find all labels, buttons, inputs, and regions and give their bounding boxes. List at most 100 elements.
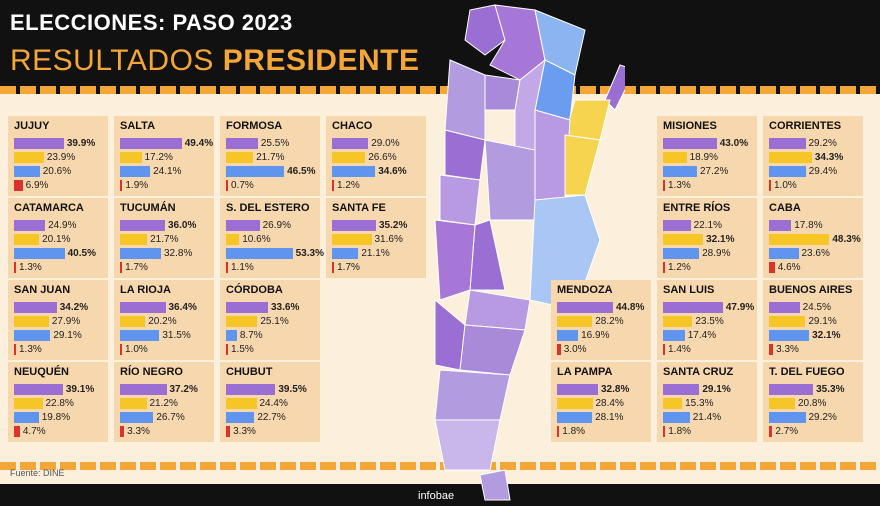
province-name: BUENOS AIRES bbox=[769, 284, 853, 296]
bottom-stripe bbox=[0, 462, 880, 470]
result-label: 32.8% bbox=[601, 384, 630, 395]
result-bar bbox=[332, 262, 335, 273]
result-bar bbox=[226, 330, 237, 341]
province-card: LA RIOJA 36.4% 20.2% 31.5% 1.0% bbox=[114, 280, 214, 360]
province-card: SALTA 49.4% 17.2% 24.1% 1.9% bbox=[114, 116, 214, 196]
result-label: 40.5% bbox=[67, 248, 96, 259]
province-card: SANTA FE 35.2% 31.6% 21.1% 1.7% bbox=[326, 198, 426, 278]
province-name: CORRIENTES bbox=[769, 120, 842, 132]
province-name: CHACO bbox=[332, 120, 373, 132]
result-label: 1.0% bbox=[125, 344, 148, 355]
result-bar bbox=[14, 234, 40, 245]
province-name: SANTA FE bbox=[332, 202, 386, 214]
argentina-map bbox=[434, 4, 625, 501]
result-bar bbox=[120, 384, 167, 395]
province-card: T. DEL FUEGO 35.3% 20.8% 29.2% 2.7% bbox=[763, 362, 863, 442]
result-label: 2.7% bbox=[775, 426, 799, 437]
province-name: JUJUY bbox=[14, 120, 50, 132]
result-bar bbox=[14, 166, 40, 177]
result-label: 1.3% bbox=[19, 262, 42, 273]
result-label: 35.2% bbox=[379, 220, 408, 231]
result-bar bbox=[769, 138, 806, 149]
result-label: 22.7% bbox=[257, 412, 286, 423]
result-bar bbox=[120, 330, 160, 341]
result-bar bbox=[14, 330, 51, 341]
result-bar bbox=[663, 180, 665, 191]
result-bar bbox=[120, 344, 122, 355]
result-label: 4.6% bbox=[777, 262, 801, 273]
result-bar bbox=[226, 412, 255, 423]
province-card: CHUBUT 39.5% 24.4% 22.7% 3.3% bbox=[220, 362, 320, 442]
result-bar bbox=[120, 398, 147, 409]
result-label: 3.3% bbox=[127, 426, 150, 437]
province-name: SAN LUIS bbox=[663, 284, 715, 296]
province-name: SANTA CRUZ bbox=[663, 366, 734, 378]
result-bar bbox=[663, 262, 665, 273]
province-name: NEUQUÉN bbox=[14, 366, 70, 378]
province-name: ENTRE RÍOS bbox=[663, 202, 731, 214]
result-bar bbox=[663, 398, 683, 409]
result-bar bbox=[769, 248, 799, 259]
result-label: 17.8% bbox=[794, 220, 823, 231]
result-bar bbox=[769, 166, 806, 177]
result-bar bbox=[557, 398, 593, 409]
province-card: CÓRDOBA 33.6% 25.1% 8.7% 1.5% bbox=[220, 280, 320, 360]
result-label: 22.8% bbox=[45, 398, 74, 409]
result-bar bbox=[14, 220, 46, 231]
map-tucuman bbox=[484, 74, 521, 111]
province-card: NEUQUÉN 39.1% 22.8% 19.8% 4.7% bbox=[8, 362, 108, 442]
result-bar bbox=[120, 412, 154, 423]
result-bar bbox=[769, 316, 806, 327]
province-card: CATAMARCA 24.9% 20.1% 40.5% 1.3% bbox=[8, 198, 108, 278]
result-bar bbox=[226, 138, 258, 149]
result-label: 29.1% bbox=[53, 330, 82, 341]
result-bar bbox=[332, 248, 359, 259]
result-bar bbox=[226, 262, 228, 273]
result-bar bbox=[120, 262, 123, 273]
brand-logo: infobae bbox=[418, 490, 455, 502]
result-bar bbox=[332, 234, 372, 245]
result-label: 36.4% bbox=[168, 302, 197, 313]
result-bar bbox=[769, 262, 775, 273]
province-card: JUJUY 39.9% 23.9% 20.6% 6.9% bbox=[8, 116, 108, 196]
map-rio-negro bbox=[459, 324, 526, 376]
result-label: 20.2% bbox=[148, 316, 177, 327]
result-label: 1.3% bbox=[668, 180, 691, 191]
result-label: 21.7% bbox=[256, 152, 285, 163]
result-bar bbox=[226, 180, 228, 191]
result-bar bbox=[663, 344, 665, 355]
result-label: 39.1% bbox=[65, 384, 95, 395]
result-bar bbox=[663, 426, 666, 437]
result-label: 17.4% bbox=[687, 330, 717, 341]
result-bar bbox=[14, 384, 63, 395]
result-label: 34.6% bbox=[378, 166, 407, 177]
map-santa-cruz bbox=[434, 419, 501, 471]
result-label: 3.3% bbox=[233, 426, 256, 437]
result-bar bbox=[769, 152, 812, 163]
result-label: 32.1% bbox=[812, 330, 841, 341]
result-label: 29.2% bbox=[808, 412, 837, 423]
result-label: 1.2% bbox=[337, 180, 360, 191]
result-bar bbox=[14, 138, 64, 149]
map-san-juan bbox=[439, 174, 481, 226]
result-bar bbox=[14, 152, 44, 163]
result-label: 3.3% bbox=[776, 344, 799, 355]
province-card: MISIONES 43.0% 18.9% 27.2% 1.3% bbox=[657, 116, 757, 196]
result-label: 23.5% bbox=[695, 316, 724, 327]
header: ELECCIONES: PASO 2023 RESULTADOS PRESIDE… bbox=[0, 0, 880, 93]
result-bar bbox=[14, 344, 16, 355]
result-bar bbox=[769, 412, 806, 423]
result-bar bbox=[332, 138, 369, 149]
result-label: 21.2% bbox=[149, 398, 178, 409]
result-bar bbox=[120, 248, 161, 259]
result-label: 34.3% bbox=[814, 152, 844, 163]
result-label: 15.3% bbox=[685, 398, 714, 409]
province-name: CHUBUT bbox=[226, 366, 273, 378]
province-name: SALTA bbox=[120, 120, 156, 132]
province-name: LA PAMPA bbox=[557, 366, 613, 378]
result-bar bbox=[557, 302, 613, 313]
result-bar bbox=[226, 152, 254, 163]
result-bar bbox=[663, 248, 700, 259]
result-label: 6.9% bbox=[25, 180, 49, 191]
province-name: MENDOZA bbox=[557, 284, 613, 296]
